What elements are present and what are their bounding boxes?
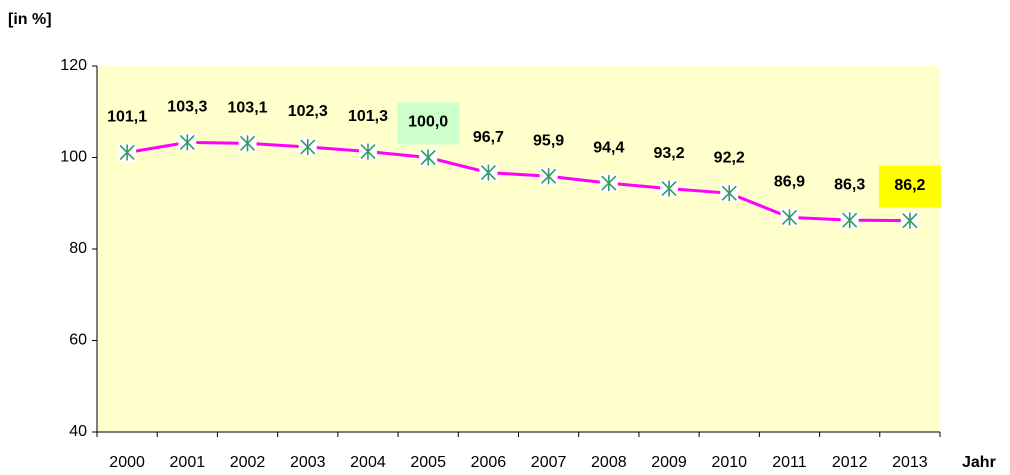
value-label: 92,2: [714, 149, 745, 166]
label-background: [878, 165, 941, 208]
value-label: 93,2: [653, 145, 684, 162]
marker: [780, 208, 799, 227]
x-tick-label: 2005: [410, 454, 446, 470]
value-label: 96,7: [473, 129, 504, 146]
value-label: 94,4: [593, 139, 624, 156]
y-tick-label: 120: [60, 57, 87, 74]
value-label: 100,0: [408, 114, 448, 131]
line: [126, 140, 910, 223]
value-label: 103,1: [228, 100, 268, 117]
x-tick-label: 2013: [892, 454, 928, 470]
marker: [840, 211, 859, 230]
x-axis-label: Jahr: [962, 454, 996, 470]
marker: [118, 143, 137, 162]
x-tick-label: 2009: [651, 454, 687, 470]
marker: [720, 184, 739, 203]
marker: [238, 134, 257, 153]
marker: [900, 211, 919, 230]
marker: [479, 163, 498, 182]
y-tick-label: 80: [69, 240, 87, 257]
x-tick-label: 2002: [230, 454, 266, 470]
x-tick-label: 2003: [290, 454, 326, 470]
x-tick-label: 2006: [471, 454, 507, 470]
plot-area: [97, 66, 940, 432]
x-tick-label: 2010: [711, 454, 747, 470]
x-tick-label: 2004: [350, 454, 386, 470]
marker: [298, 137, 317, 156]
marker: [419, 148, 438, 167]
value-label: 95,9: [533, 132, 564, 149]
y-tick-label: 40: [69, 423, 87, 440]
x-tick-label: 2011: [772, 454, 807, 470]
value-label: 101,3: [348, 108, 388, 125]
y-axis-label: [in %]: [8, 11, 52, 28]
marker: [599, 174, 618, 193]
x-tick-label: 2008: [591, 454, 627, 470]
x-tick-label: 2001: [170, 454, 206, 470]
value-label: 86,3: [834, 176, 865, 193]
value-label: 101,1: [107, 109, 147, 126]
x-tick-label: 2007: [531, 454, 567, 470]
marker: [660, 179, 679, 198]
marker: [539, 167, 558, 186]
x-tick-label: 2000: [109, 454, 145, 470]
marker: [358, 142, 377, 161]
y-tick-label: 100: [60, 149, 87, 166]
value-label: 86,9: [774, 174, 805, 191]
value-label: 86,2: [894, 177, 925, 194]
label-background: [397, 102, 460, 145]
value-label: 103,3: [167, 99, 207, 116]
y-tick-label: 60: [69, 332, 87, 349]
marker: [178, 133, 197, 152]
x-tick-label: 2012: [832, 454, 868, 470]
value-label: 102,3: [288, 103, 328, 120]
